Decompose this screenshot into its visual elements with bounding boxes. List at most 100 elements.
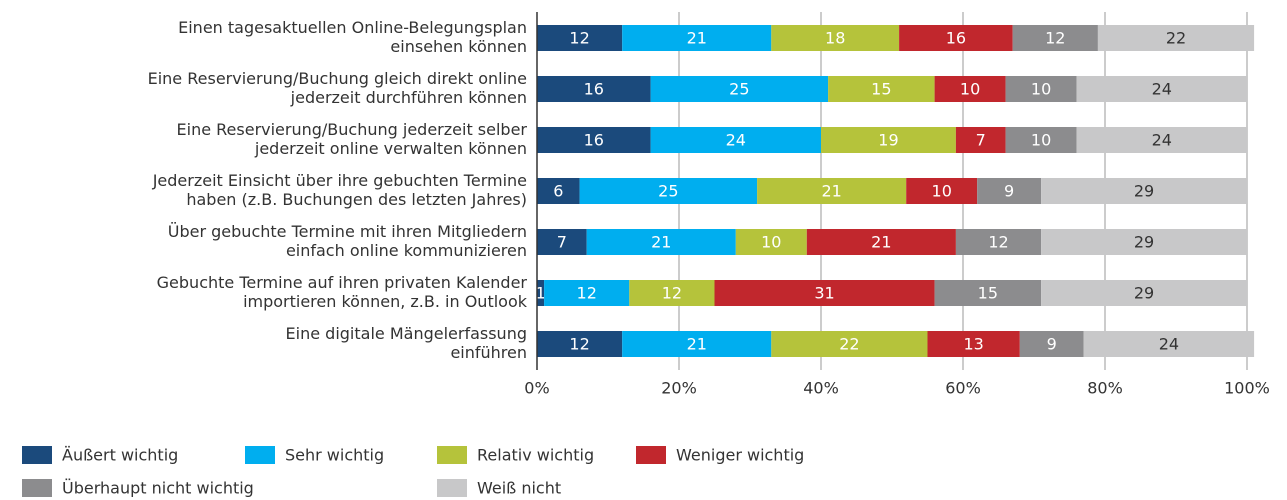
bar-segment	[537, 25, 623, 51]
category-label: importieren können, z.B. in Outlook	[243, 292, 528, 311]
value-label: 21	[687, 29, 707, 48]
bar-segment	[735, 229, 807, 255]
value-label: 25	[729, 80, 749, 99]
bar-segment	[622, 331, 772, 357]
bar-segment	[1076, 127, 1247, 153]
bar-segment	[537, 127, 651, 153]
legend-swatch	[245, 446, 275, 464]
bar-segment	[934, 280, 1042, 306]
bar-segment	[906, 178, 978, 204]
value-label: 13	[963, 335, 983, 354]
value-label: 24	[1152, 131, 1172, 150]
category-label: einfach online kommunizieren	[286, 241, 527, 260]
legend-label: Weniger wichtig	[676, 446, 804, 465]
bar-segment	[650, 127, 821, 153]
value-label: 7	[976, 131, 986, 150]
value-label: 12	[577, 284, 597, 303]
x-tick-label: 20%	[661, 379, 697, 398]
x-tick-label: 100%	[1224, 379, 1270, 398]
x-tick-label: 0%	[524, 379, 549, 398]
value-label: 12	[569, 335, 589, 354]
value-label: 21	[871, 233, 891, 252]
bar-segment	[714, 280, 935, 306]
bar-segment	[1005, 76, 1077, 102]
value-label: 24	[726, 131, 746, 150]
bar-segment	[955, 127, 1006, 153]
value-label: 9	[1004, 182, 1014, 201]
category-label: Über gebuchte Termine mit ihren Mitglied…	[168, 222, 527, 241]
bar-segment	[1076, 76, 1247, 102]
legend-swatch	[437, 446, 467, 464]
bar-segment	[1041, 178, 1247, 204]
value-label: 29	[1134, 233, 1154, 252]
legend-label: Sehr wichtig	[285, 446, 384, 465]
value-label: 19	[878, 131, 898, 150]
bar-segment	[927, 331, 1020, 357]
value-label: 25	[658, 182, 678, 201]
bar-segment	[537, 280, 545, 306]
bar-segment	[537, 76, 651, 102]
bar-segment	[537, 331, 623, 357]
value-label: 24	[1152, 80, 1172, 99]
bar-segment	[586, 229, 736, 255]
bar-segment	[955, 229, 1042, 255]
category-label: jederzeit online verwalten können	[254, 139, 527, 158]
bar-segment	[537, 229, 587, 255]
category-label: einführen	[450, 343, 527, 362]
value-label: 10	[1031, 131, 1051, 150]
bar-segment	[771, 25, 900, 51]
bar-segment	[757, 178, 907, 204]
x-tick-label: 80%	[1087, 379, 1123, 398]
bar-segment	[1041, 280, 1247, 306]
value-label: 24	[1159, 335, 1179, 354]
value-label: 21	[821, 182, 841, 201]
value-label: 16	[584, 80, 604, 99]
category-label: Gebuchte Termine auf ihren privaten Kale…	[157, 273, 528, 292]
value-label: 10	[960, 80, 980, 99]
category-label: jederzeit durchführen können	[290, 88, 527, 107]
value-label: 22	[1166, 29, 1186, 48]
value-label: 10	[761, 233, 781, 252]
legend-swatch	[22, 446, 52, 464]
bar-segment	[622, 25, 772, 51]
bar-segment	[821, 127, 956, 153]
legend-label: Überhaupt nicht wichtig	[62, 479, 254, 498]
value-label: 18	[825, 29, 845, 48]
value-label: 12	[569, 29, 589, 48]
legend-swatch	[437, 479, 467, 497]
bar-segment	[650, 76, 829, 102]
bar-segment	[771, 331, 928, 357]
bar-segment	[899, 25, 1013, 51]
bar-segment	[544, 280, 630, 306]
value-label: 21	[687, 335, 707, 354]
bar-segment	[1083, 331, 1255, 357]
category-label: Eine digitale Mängelerfassung	[286, 324, 527, 343]
value-label: 16	[946, 29, 966, 48]
bar-segment	[1097, 25, 1255, 51]
category-label: Jederzeit Einsicht über ihre gebuchten T…	[152, 171, 527, 190]
value-label: 22	[839, 335, 859, 354]
bar-segment	[537, 178, 580, 204]
legend-swatch	[22, 479, 52, 497]
bar-segment	[1012, 25, 1098, 51]
value-label: 29	[1134, 284, 1154, 303]
value-label: 1	[535, 284, 545, 303]
category-label: haben (z.B. Buchungen des letzten Jahres…	[186, 190, 527, 209]
value-label: 15	[871, 80, 891, 99]
value-label: 31	[814, 284, 834, 303]
bar-segment	[629, 280, 715, 306]
value-label: 16	[584, 131, 604, 150]
value-label: 6	[553, 182, 563, 201]
value-label: 9	[1047, 335, 1057, 354]
bar-segment	[828, 76, 935, 102]
legend-label: Weiß nicht	[477, 479, 561, 498]
value-label: 12	[988, 233, 1008, 252]
x-tick-label: 60%	[945, 379, 981, 398]
bar-segment	[977, 178, 1042, 204]
category-label: Einen tagesaktuellen Online-Belegungspla…	[178, 18, 527, 37]
legend-label: Relativ wichtig	[477, 446, 594, 465]
bar-segment	[579, 178, 758, 204]
category-label: Eine Reservierung/Buchung jederzeit selb…	[177, 120, 528, 139]
